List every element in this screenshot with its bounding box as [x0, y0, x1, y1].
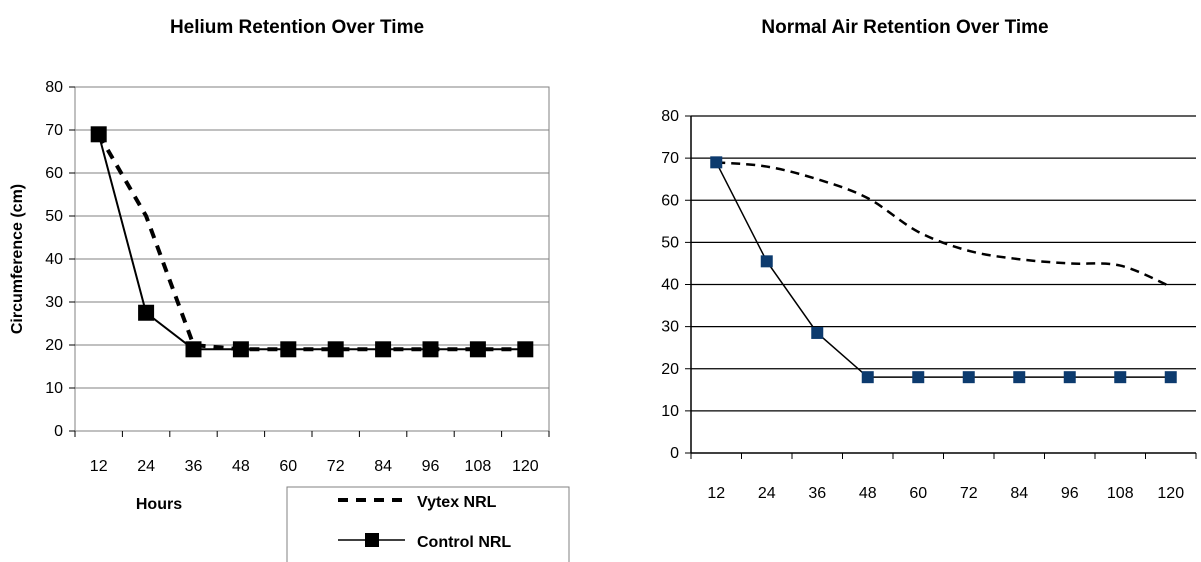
x-tick-label: 36	[185, 458, 203, 475]
data-point-marker	[517, 341, 534, 358]
x-tick-label: 24	[137, 458, 155, 475]
chart-title: Normal Air Retention Over Time	[761, 17, 1048, 38]
x-tick-label: 12	[90, 458, 108, 475]
y-tick-label: 20	[661, 361, 679, 378]
x-tick-label: 36	[808, 485, 826, 502]
series-group	[710, 156, 1177, 384]
data-point-marker	[280, 341, 297, 358]
x-tick-labels: 12 24 36 48 60 72 84 96 108 120	[707, 485, 1184, 502]
legend-label-control: Control NRL	[417, 534, 511, 551]
series-line-dashed	[716, 161, 1172, 288]
y-tick-label: 70	[661, 150, 679, 167]
x-tick-label: 48	[232, 458, 250, 475]
y-tick-label: 80	[661, 108, 679, 125]
y-tick-label: 60	[45, 165, 63, 182]
y-tick-label: 10	[45, 380, 63, 397]
legend-label-vytex: Vytex NRL	[417, 494, 497, 511]
data-point-marker	[138, 304, 155, 321]
x-tick-label: 60	[909, 485, 927, 502]
y-tick-label: 50	[45, 208, 63, 225]
data-point-marker	[327, 341, 344, 358]
x-tick-labels: 12 24 36 48 60 72 84 96 108 120	[90, 458, 539, 475]
normal-air-chart: Normal Air Retention Over Time 0 10 20 30 40…	[661, 17, 1197, 502]
x-tick-label: 72	[327, 458, 345, 475]
y-tick-label: 30	[661, 319, 679, 336]
x-tick-label: 120	[1157, 485, 1184, 502]
data-point-marker	[185, 341, 202, 358]
data-point-marker	[710, 156, 723, 169]
series-line-solid	[715, 161, 1171, 378]
legend: Vytex NRL Control NRL	[286, 486, 570, 562]
y-tick-label: 0	[670, 445, 679, 462]
x-tick-label: 72	[960, 485, 978, 502]
series-group	[90, 126, 534, 358]
legend-marker-control	[365, 533, 379, 547]
y-tick-labels: 0 10 20 30 40 50 60 70 80	[45, 79, 63, 440]
data-point-marker	[861, 371, 874, 384]
x-tick-label: 96	[1061, 485, 1079, 502]
data-point-marker	[375, 341, 392, 358]
data-point-marker	[232, 341, 249, 358]
y-tick-label: 50	[661, 234, 679, 251]
grid-lines	[685, 115, 1197, 459]
y-tick-label: 40	[661, 277, 679, 294]
grid-lines	[69, 86, 550, 437]
y-axis-label: Circumference (cm)	[9, 184, 26, 334]
x-tick-label: 24	[758, 485, 776, 502]
data-point-marker	[1063, 371, 1076, 384]
series-line-solid	[97, 134, 526, 351]
data-point-marker	[422, 341, 439, 358]
x-tick-label: 84	[1010, 485, 1028, 502]
data-point-marker	[811, 326, 824, 339]
y-tick-label: 10	[661, 403, 679, 420]
x-tick-label: 108	[1107, 485, 1134, 502]
x-tick-label: 84	[374, 458, 392, 475]
helium-chart: Helium Retention Over Time 0 10 20 30 40 50 60…	[9, 17, 570, 562]
y-tick-label: 80	[45, 79, 63, 96]
y-tick-label: 0	[54, 423, 63, 440]
y-tick-label: 70	[45, 122, 63, 139]
data-point-marker	[760, 255, 773, 268]
x-tick-label: 96	[422, 458, 440, 475]
data-point-marker	[90, 126, 107, 143]
y-tick-label: 40	[45, 251, 63, 268]
y-tick-label: 20	[45, 337, 63, 354]
x-axis-label: Hours	[136, 496, 182, 513]
x-tick-label: 48	[859, 485, 877, 502]
x-tick-label: 120	[512, 458, 539, 475]
data-point-marker	[1114, 371, 1127, 384]
data-point-marker	[1013, 371, 1026, 384]
data-point-marker	[912, 371, 925, 384]
chart-title: Helium Retention Over Time	[170, 17, 424, 38]
y-tick-labels: 0 10 20 30 40 50 60 70 80	[661, 108, 679, 462]
x-tick-label: 60	[279, 458, 297, 475]
data-point-marker	[962, 371, 975, 384]
legend-box	[286, 486, 570, 562]
x-tick-label: 108	[465, 458, 492, 475]
data-point-marker	[1164, 371, 1177, 384]
y-tick-label: 60	[661, 192, 679, 209]
data-point-marker	[469, 341, 486, 358]
x-tick-label: 12	[707, 485, 725, 502]
y-tick-label: 30	[45, 294, 63, 311]
